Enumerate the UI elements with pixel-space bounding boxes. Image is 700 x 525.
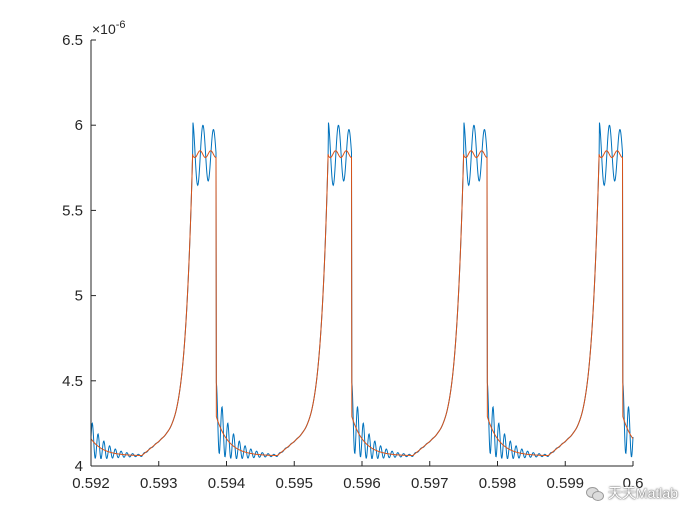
plot-area (91, 40, 633, 466)
x-tick-label: 0.594 (208, 475, 246, 492)
series-2-line (90, 150, 634, 457)
y-tick-label: 4 (75, 458, 83, 475)
x-ticks: 0.592 0.593 0.594 0.595 0.596 0.597 0.598 0.599… (72, 461, 643, 492)
y-exponent-power: -6 (116, 19, 126, 31)
y-tick-label: 6.5 (62, 32, 83, 49)
y-exponent-base: ×10 (92, 21, 116, 37)
x-tick-label: 0.593 (140, 475, 178, 492)
x-tick-label: 0.597 (411, 475, 449, 492)
y-exponent-label: ×10-6 (92, 19, 126, 37)
watermark-text: 天天Matlab (607, 485, 678, 501)
y-tick-label: 4.5 (62, 373, 83, 390)
x-tick-label: 0.592 (72, 475, 110, 492)
y-ticks: 4 4.5 5 5.5 6 6.5 (62, 32, 96, 475)
series-layer (90, 122, 634, 459)
x-tick-label: 0.599 (546, 475, 584, 492)
x-tick-label: 0.595 (275, 475, 313, 492)
y-tick-label: 5 (75, 288, 83, 305)
x-tick-label: 0.598 (479, 475, 517, 492)
x-tick-label: 0.6 (623, 475, 644, 492)
y-tick-label: 6 (75, 117, 83, 134)
x-tick-label: 0.596 (343, 475, 381, 492)
y-tick-label: 5.5 (62, 202, 83, 219)
wechat-icon (585, 486, 604, 501)
watermark: 天天Matlab (585, 483, 678, 503)
